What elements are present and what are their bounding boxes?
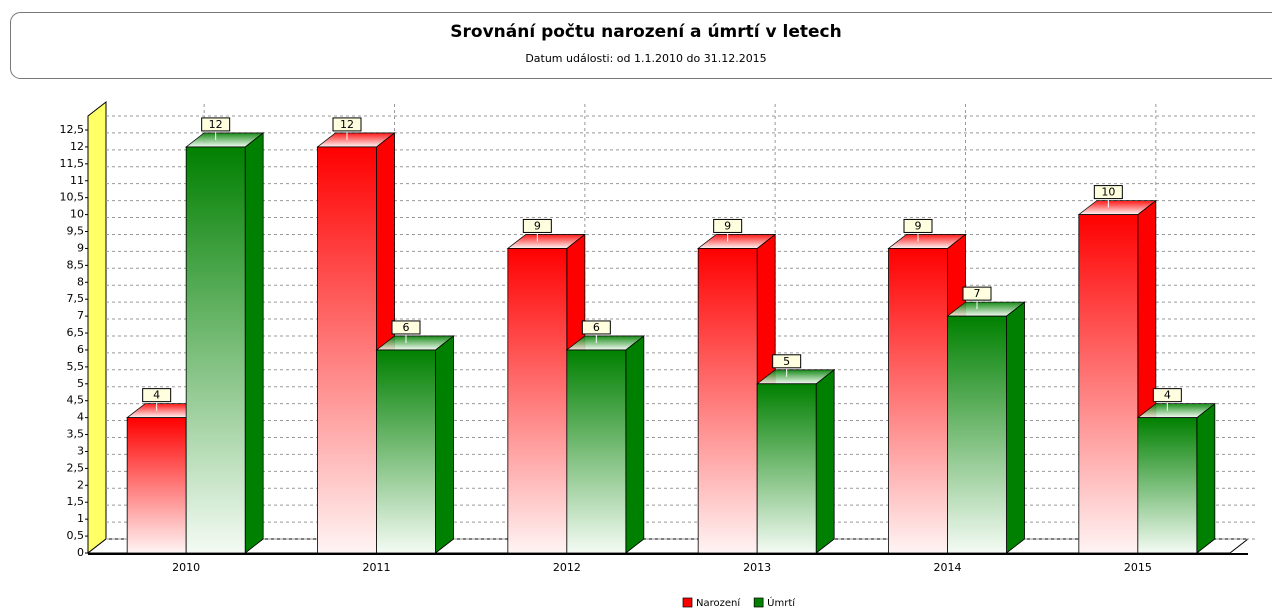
- y-tick-label: 3,5: [67, 428, 85, 441]
- y-tick-label: 12: [70, 140, 84, 153]
- bar: [567, 336, 644, 553]
- value-label: 6: [593, 321, 600, 334]
- y-tick-label: 4: [77, 411, 84, 424]
- x-tick-label: 2015: [1124, 561, 1152, 574]
- y-tick-label: 0,5: [67, 529, 85, 542]
- y-tick-label: 9: [77, 241, 84, 254]
- legend-swatch: [683, 598, 692, 607]
- bar-side: [1197, 404, 1215, 553]
- y-tick-label: 3: [77, 444, 84, 457]
- bar-front: [318, 147, 377, 553]
- bar-front: [127, 418, 186, 553]
- legend-label: Narození: [696, 597, 741, 609]
- value-label: 5: [783, 355, 790, 368]
- bar: [757, 370, 834, 553]
- bar: [1138, 404, 1215, 553]
- floor: [88, 539, 1248, 553]
- bar: [948, 302, 1025, 553]
- value-label: 9: [915, 219, 922, 232]
- y-tick-label: 8: [77, 275, 84, 288]
- bar-front: [889, 248, 948, 553]
- bar-side: [816, 370, 834, 553]
- bar-front: [1138, 418, 1197, 553]
- x-tick-label: 2014: [934, 561, 962, 574]
- y-tick-label: 11: [70, 174, 84, 187]
- y-tick-label: 4,5: [67, 394, 85, 407]
- bar-front: [508, 248, 567, 553]
- y-tick-label: 5: [77, 377, 84, 390]
- value-label: 4: [1164, 389, 1171, 402]
- value-label: 10: [1101, 186, 1115, 199]
- y-tick-label: 2,5: [67, 461, 85, 474]
- bar-side: [1007, 302, 1025, 553]
- bar-front: [1079, 215, 1138, 553]
- y-tick-label: 10,5: [60, 191, 85, 204]
- bar-front: [757, 384, 816, 553]
- legend-swatch: [754, 598, 763, 607]
- value-label: 12: [340, 118, 354, 131]
- y-tick-label: 11,5: [60, 157, 85, 170]
- x-tick-label: 2012: [553, 561, 581, 574]
- y-tick-label: 7,5: [67, 292, 85, 305]
- value-label: 9: [724, 219, 731, 232]
- bar: [377, 336, 454, 553]
- x-tick-label: 2013: [743, 561, 771, 574]
- value-label: 7: [974, 287, 981, 300]
- bar-front: [698, 248, 757, 553]
- x-tick-label: 2010: [172, 561, 200, 574]
- bar: [186, 133, 263, 553]
- y-tick-label: 10: [70, 208, 84, 221]
- x-tick-label: 2011: [363, 561, 391, 574]
- y-tick-label: 6,5: [67, 326, 85, 339]
- bar-side: [436, 336, 454, 553]
- chart-title: Srovnání počtu narození a úmrtí v letech: [450, 22, 841, 42]
- chart-subtitle: Datum události: od 1.1.2010 do 31.12.201…: [525, 52, 766, 65]
- bar-front: [377, 350, 436, 553]
- bar-side: [245, 133, 263, 553]
- left-wall: [88, 102, 106, 553]
- y-tick-label: 2: [77, 478, 84, 491]
- value-label: 6: [403, 321, 410, 334]
- bar-front: [948, 316, 1007, 553]
- value-label: 9: [534, 219, 541, 232]
- y-tick-label: 1,5: [67, 495, 85, 508]
- y-tick-label: 1: [77, 512, 84, 525]
- y-tick-label: 9,5: [67, 225, 85, 238]
- bar-front: [567, 350, 626, 553]
- bar-side: [626, 336, 644, 553]
- y-tick-label: 0: [77, 546, 84, 559]
- y-tick-label: 12,5: [60, 123, 85, 136]
- y-tick-label: 5,5: [67, 360, 85, 373]
- legend-label: Úmrtí: [767, 596, 796, 609]
- y-tick-label: 8,5: [67, 258, 85, 271]
- value-label: 4: [153, 389, 160, 402]
- y-tick-label: 7: [77, 309, 84, 322]
- y-tick-label: 6: [77, 343, 84, 356]
- value-label: 12: [209, 118, 223, 131]
- bar-front: [186, 147, 245, 553]
